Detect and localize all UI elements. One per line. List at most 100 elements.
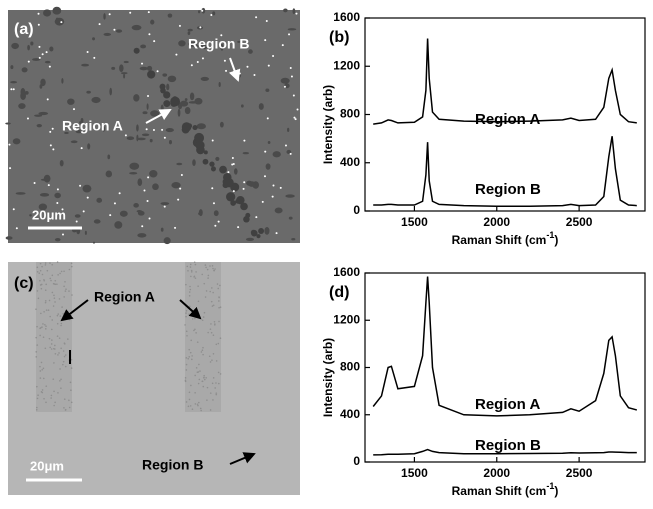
speck: [190, 384, 192, 387]
y-tick-label: 800: [340, 107, 360, 121]
blotch: [200, 76, 210, 81]
blotch: [21, 67, 28, 73]
speck: [44, 262, 47, 264]
blotch: [93, 219, 101, 224]
blotch: [287, 28, 297, 31]
speck: [214, 268, 216, 270]
speck: [265, 19, 268, 22]
speck: [184, 379, 187, 382]
blotch: [245, 237, 255, 242]
speck: [39, 370, 42, 372]
speck: [212, 399, 214, 401]
speck: [227, 171, 230, 174]
spectrum-line: [372, 276, 638, 417]
blotch: [187, 28, 193, 32]
speck: [201, 273, 204, 276]
speck: [207, 277, 209, 279]
speck: [61, 306, 63, 308]
speck: [44, 347, 47, 350]
blotch: [150, 19, 155, 25]
speck: [191, 358, 193, 361]
blotch: [133, 94, 140, 102]
speck: [59, 315, 62, 317]
x-axis-label-part: -1: [546, 481, 554, 491]
x-axis-label-part: Raman Shift (cm: [452, 233, 547, 247]
blotch: [195, 140, 205, 150]
speck: [53, 404, 55, 407]
speck: [35, 409, 38, 411]
speck: [211, 139, 214, 142]
speck: [59, 272, 61, 275]
speck: [189, 285, 191, 288]
blotch: [201, 7, 206, 14]
speck: [49, 144, 52, 147]
blotch: [64, 131, 69, 135]
speck: [39, 269, 42, 272]
speck: [263, 175, 266, 178]
x-axis-label-part: ): [554, 484, 558, 498]
speck: [68, 268, 71, 271]
x-tick-label: 1500: [401, 215, 428, 229]
speck: [215, 392, 218, 394]
speck: [188, 391, 191, 394]
speck: [200, 351, 203, 353]
blotch: [102, 126, 106, 132]
speck: [44, 328, 47, 330]
speck: [207, 274, 210, 277]
speck: [70, 262, 73, 265]
speck: [50, 343, 53, 345]
speck: [213, 320, 216, 323]
blotch: [256, 234, 261, 239]
speck: [56, 314, 59, 317]
speck: [56, 335, 59, 337]
speck: [271, 195, 274, 198]
speck: [284, 144, 287, 147]
blotch: [20, 88, 26, 96]
speck: [42, 377, 45, 380]
blotch: [220, 43, 224, 51]
speck: [50, 328, 53, 331]
blotch: [163, 237, 171, 245]
annotation: Region B: [188, 36, 249, 52]
speck: [33, 182, 36, 185]
blotch: [52, 6, 62, 15]
speck: [57, 354, 59, 356]
speck: [161, 128, 164, 131]
blotch: [187, 31, 191, 36]
speck: [129, 11, 132, 14]
speck: [56, 283, 58, 286]
x-axis-label-part: ): [554, 233, 558, 247]
speck: [219, 306, 222, 308]
speck: [207, 331, 209, 334]
arrow: [228, 57, 241, 82]
speck: [200, 409, 202, 412]
blotch: [148, 72, 153, 77]
speck: [197, 382, 200, 385]
speck: [54, 279, 57, 282]
blotch: [61, 78, 64, 84]
speck: [196, 403, 199, 406]
speck: [196, 341, 199, 343]
speck: [45, 283, 47, 286]
blotch: [150, 110, 160, 117]
speck: [185, 401, 188, 403]
series-label: Region A: [475, 396, 540, 413]
speck: [193, 261, 196, 264]
speck: [36, 406, 38, 409]
speck: [185, 357, 188, 359]
speck: [218, 382, 220, 385]
speck: [237, 226, 240, 229]
speck: [289, 67, 292, 70]
speck: [39, 377, 42, 379]
blotch: [192, 159, 196, 166]
blotch: [286, 149, 292, 154]
speck: [44, 264, 47, 266]
speck: [15, 227, 18, 230]
speck: [44, 300, 47, 302]
speck: [197, 404, 199, 407]
speck: [36, 325, 38, 328]
annotation: Region A: [62, 118, 123, 134]
blotch: [258, 103, 264, 110]
blotch: [265, 88, 270, 92]
speck: [204, 264, 207, 266]
